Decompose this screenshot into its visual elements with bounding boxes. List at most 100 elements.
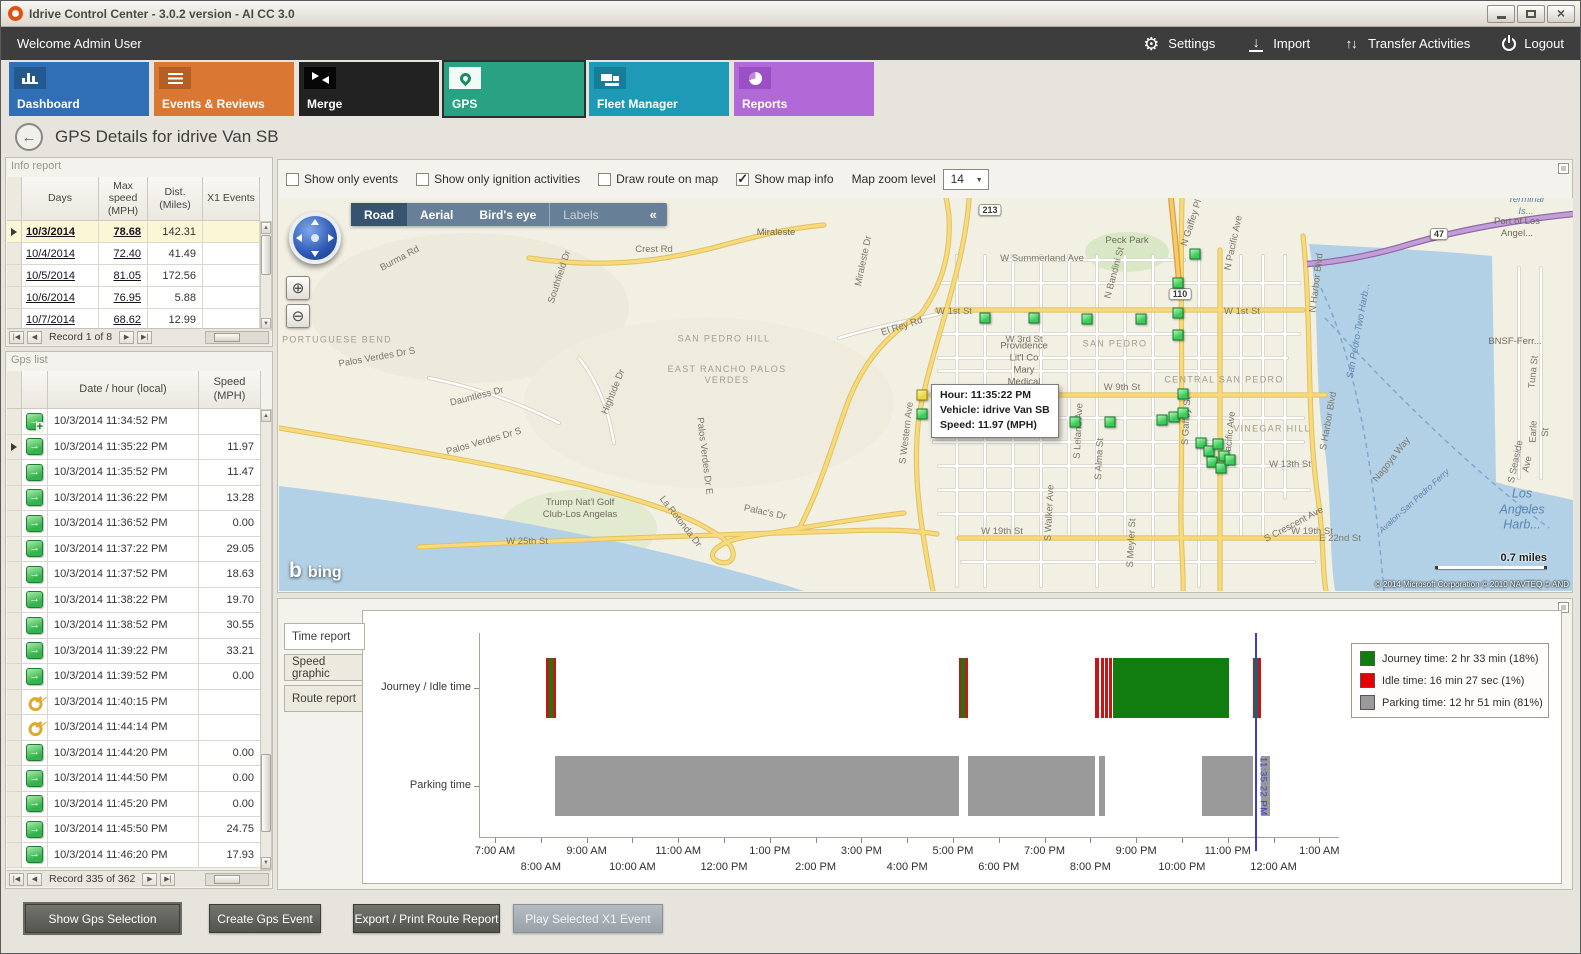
cell-days[interactable]: 10/5/2014 [22, 265, 99, 287]
cell-icon[interactable] [22, 817, 48, 843]
cell-days[interactable]: 10/3/2014 [22, 221, 99, 243]
map-zoom-out-button[interactable] [286, 304, 310, 328]
gps-point-marker[interactable] [1215, 462, 1227, 474]
cell-icon[interactable] [22, 434, 48, 460]
collapse-chart-panel-button[interactable] [1558, 602, 1569, 613]
cell-datetime[interactable]: 10/3/2014 11:37:52 PM [48, 562, 199, 588]
info-report-scrollbar[interactable] [260, 221, 272, 331]
scroll-thumb[interactable] [214, 874, 240, 884]
cell-datetime[interactable]: 10/3/2014 11:35:52 PM [48, 460, 199, 486]
first-record-button[interactable] [9, 872, 24, 886]
cell-icon[interactable] [22, 689, 48, 715]
time-cursor-line[interactable] [1254, 633, 1257, 851]
cell-datetime[interactable]: 10/3/2014 11:44:20 PM [48, 740, 199, 766]
row-selector[interactable] [7, 243, 22, 265]
row-selector[interactable] [7, 715, 22, 741]
gps-point-marker[interactable] [1081, 313, 1093, 325]
cell-datetime[interactable]: 10/3/2014 11:39:52 PM [48, 664, 199, 690]
cell-datetime[interactable]: 10/3/2014 11:39:22 PM [48, 638, 199, 664]
cell-datetime[interactable]: 10/3/2014 11:34:52 PM [48, 409, 199, 435]
cell-max-speed[interactable]: 76.95 [99, 287, 148, 309]
checkbox-show-only-ignition-activities[interactable]: Show only ignition activities [416, 172, 580, 186]
gps-point-marker[interactable] [1212, 438, 1224, 450]
cell-datetime[interactable]: 10/3/2014 11:35:22 PM [48, 434, 199, 460]
minimize-button[interactable] [1487, 4, 1515, 23]
last-record-button[interactable] [137, 330, 153, 344]
checkbox-draw-route-on-map[interactable]: Draw route on map [598, 172, 718, 186]
row-selector[interactable] [7, 536, 22, 562]
map-style-tab-labels[interactable]: Labels [549, 203, 611, 226]
scroll-thumb[interactable] [261, 235, 271, 275]
row-selector[interactable] [7, 434, 22, 460]
cell-icon[interactable] [22, 511, 48, 537]
cell-datetime[interactable]: 10/3/2014 11:37:22 PM [48, 536, 199, 562]
cell-icon[interactable] [22, 562, 48, 588]
nav-tab-merge[interactable]: Merge [299, 62, 439, 116]
chart-tab-route-report[interactable]: Route report [284, 685, 364, 712]
scroll-up-button[interactable] [261, 410, 271, 422]
horizontal-scrollbar[interactable] [205, 330, 269, 344]
gps-point-marker[interactable] [1172, 307, 1184, 319]
cell-datetime[interactable]: 10/3/2014 11:44:14 PM [48, 715, 199, 741]
gps-point-marker[interactable] [1177, 407, 1189, 419]
cell-icon[interactable] [22, 842, 48, 868]
row-selector[interactable] [7, 265, 22, 287]
nav-tab-reports[interactable]: Reports [734, 62, 874, 116]
cell-datetime[interactable]: 10/3/2014 11:40:15 PM [48, 689, 199, 715]
gps-point-marker[interactable] [1156, 414, 1168, 426]
row-selector[interactable] [7, 409, 22, 435]
cell-icon[interactable] [22, 587, 48, 613]
cell-datetime[interactable]: 10/3/2014 11:36:22 PM [48, 485, 199, 511]
cell-icon[interactable] [22, 664, 48, 690]
cell-days[interactable]: 10/4/2014 [22, 243, 99, 265]
cell-icon[interactable] [22, 460, 48, 486]
last-record-button[interactable] [160, 872, 176, 886]
footer-button-create-gps-event[interactable]: Create Gps Event [209, 904, 321, 933]
back-button[interactable] [15, 123, 43, 151]
cell-icon[interactable] [22, 409, 48, 435]
gps-point-marker[interactable] [1069, 416, 1081, 428]
row-selector[interactable] [7, 689, 22, 715]
cell-max-speed[interactable]: 78.68 [99, 221, 148, 243]
selected-gps-point-marker[interactable] [916, 389, 928, 401]
map-zoom-select[interactable]: 14 [942, 168, 989, 190]
row-selector[interactable] [7, 460, 22, 486]
cell-days[interactable]: 10/6/2014 [22, 287, 99, 309]
cell-max-speed[interactable]: 72.40 [99, 243, 148, 265]
horizontal-scrollbar[interactable] [205, 872, 269, 886]
gps-point-marker[interactable] [1224, 454, 1236, 466]
nav-tab-fleet[interactable]: Fleet Manager [589, 62, 729, 116]
gps-point-marker[interactable] [1135, 313, 1147, 325]
cell-max-speed[interactable]: 81.05 [99, 265, 148, 287]
map-pan-compass[interactable] [289, 212, 341, 264]
row-selector[interactable] [7, 766, 22, 792]
row-selector[interactable] [7, 221, 22, 243]
header-action-logout[interactable]: Logout [1502, 35, 1564, 53]
next-record-button[interactable] [142, 872, 158, 886]
gps-list-scrollbar[interactable] [260, 409, 272, 870]
checkbox-show-only-events[interactable]: Show only events [286, 172, 398, 186]
row-selector[interactable] [7, 638, 22, 664]
scroll-down-button[interactable] [261, 857, 271, 869]
map-style-tab-bird-s-eye[interactable]: Bird's eye [479, 207, 537, 222]
header-action-import[interactable]: Import [1247, 34, 1310, 53]
chart-tab-time-report[interactable]: Time report [284, 623, 365, 650]
nav-tab-dashboard[interactable]: Dashboard [9, 62, 149, 116]
cell-datetime[interactable]: 10/3/2014 11:45:50 PM [48, 817, 199, 843]
gps-point-marker[interactable] [1104, 416, 1116, 428]
nav-tab-events[interactable]: Events & Reviews [154, 62, 294, 116]
previous-record-button[interactable] [27, 872, 42, 886]
collapse-map-panel-button[interactable] [1558, 163, 1569, 174]
header-action-transfer[interactable]: Transfer Activities [1342, 35, 1470, 53]
row-selector[interactable] [7, 587, 22, 613]
close-button[interactable] [1547, 4, 1575, 23]
gps-point-marker[interactable] [979, 312, 991, 324]
map-style-tab-road[interactable]: Road [351, 203, 407, 226]
nav-tab-gps[interactable]: GPS [442, 60, 586, 118]
cell-icon[interactable] [22, 536, 48, 562]
cell-icon[interactable] [22, 715, 48, 741]
previous-record-button[interactable] [27, 330, 42, 344]
cell-datetime[interactable]: 10/3/2014 11:44:50 PM [48, 766, 199, 792]
header-action-settings[interactable]: Settings [1142, 35, 1215, 53]
maximize-button[interactable] [1517, 4, 1545, 23]
